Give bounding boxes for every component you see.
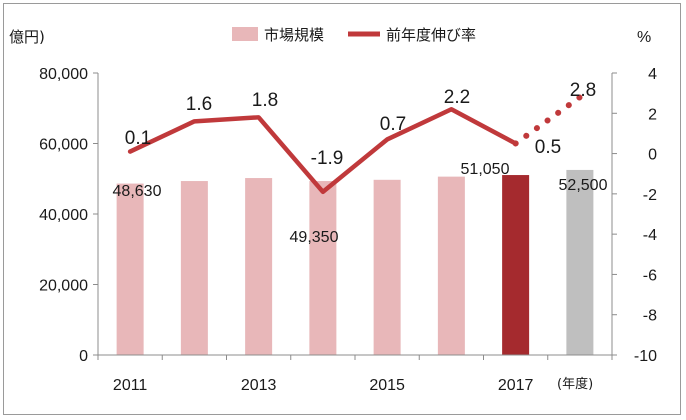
line-label-2016: 2.2 bbox=[444, 87, 470, 108]
x-axis-unit: (年度) bbox=[557, 376, 593, 392]
data-labels: 48,630 49,350 51,050 52,500 0.1 1.6 1.8 -1.9 0.7… bbox=[113, 80, 608, 246]
right-tick-label: 4 bbox=[648, 66, 657, 83]
left-tick-label: 60,000 bbox=[39, 137, 88, 154]
bars bbox=[116, 169, 594, 355]
bar-2017 bbox=[502, 175, 530, 355]
x-tick-label: 2011 bbox=[113, 377, 148, 394]
right-tick-label: -6 bbox=[643, 267, 657, 284]
bar-label-2014: 49,350 bbox=[290, 229, 339, 246]
line-label-2014: -1.9 bbox=[311, 148, 344, 169]
line-label-2013: 1.8 bbox=[252, 90, 278, 111]
bar-label-2017: 51,050 bbox=[461, 161, 510, 178]
tick-labels: 0 20,000 40,000 60,000 80,000 -10 -8 -6 -4 -2 0 2 4 2… bbox=[39, 66, 657, 394]
growth-line-projection bbox=[512, 94, 583, 147]
x-tick-label: 2015 bbox=[369, 377, 405, 394]
left-tick-label: 20,000 bbox=[39, 278, 88, 295]
x-tick-label: 2013 bbox=[241, 377, 277, 394]
legend-label-line: 前年度伸び率 bbox=[386, 26, 476, 44]
axes bbox=[97, 73, 613, 356]
x-tick-label: 2017 bbox=[498, 377, 534, 394]
legend: 市場規模 前年度伸び率 bbox=[232, 26, 476, 44]
bar-label-2011: 48,630 bbox=[113, 183, 162, 200]
legend-label-bar: 市場規模 bbox=[264, 26, 324, 44]
right-tick-label: -4 bbox=[643, 227, 657, 244]
right-tick-label: -8 bbox=[643, 308, 657, 325]
right-tick-label: -2 bbox=[643, 187, 657, 204]
line-label-2017: 0.5 bbox=[535, 137, 561, 158]
left-axis-unit: 億円) bbox=[9, 28, 45, 46]
right-tick-label: 2 bbox=[648, 106, 657, 123]
bar-2016 bbox=[437, 176, 465, 355]
bar-2015 bbox=[373, 179, 401, 355]
right-tick-label: -10 bbox=[634, 348, 657, 365]
legend-swatch-bar bbox=[232, 27, 258, 41]
left-tick-label: 40,000 bbox=[39, 207, 88, 224]
bar-2018 bbox=[566, 169, 594, 355]
right-axis-unit: % bbox=[637, 29, 651, 46]
bar-2014 bbox=[309, 181, 337, 355]
line-label-2012: 1.6 bbox=[186, 94, 212, 115]
bar-2011 bbox=[116, 183, 144, 355]
line-label-2018: 2.8 bbox=[570, 80, 596, 101]
right-tick-label: 0 bbox=[648, 147, 657, 164]
growth-line bbox=[127, 94, 583, 195]
growth-line-solid bbox=[127, 107, 518, 195]
line-label-2015: 0.7 bbox=[380, 114, 406, 135]
bar-2013 bbox=[245, 178, 273, 355]
left-tick-label: 0 bbox=[79, 348, 88, 365]
line-label-2011: 0.1 bbox=[125, 128, 151, 149]
bar-label-2018: 52,500 bbox=[559, 177, 608, 194]
bar-2012 bbox=[180, 181, 208, 355]
left-tick-label: 80,000 bbox=[39, 66, 88, 83]
